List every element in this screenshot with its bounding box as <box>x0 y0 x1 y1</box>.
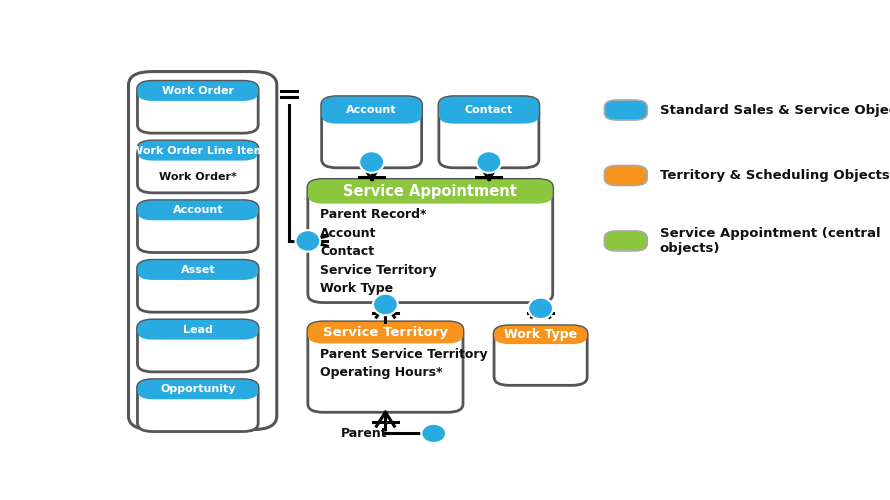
FancyBboxPatch shape <box>137 380 258 432</box>
FancyBboxPatch shape <box>308 180 553 302</box>
FancyBboxPatch shape <box>321 96 422 168</box>
Text: Parent: Parent <box>341 427 387 440</box>
Ellipse shape <box>476 151 501 173</box>
FancyBboxPatch shape <box>137 380 258 400</box>
Text: Parent Service Territory
Operating Hours*: Parent Service Territory Operating Hours… <box>320 348 488 380</box>
Text: Service Appointment: Service Appointment <box>344 184 517 199</box>
FancyBboxPatch shape <box>494 326 587 344</box>
Ellipse shape <box>360 151 384 173</box>
FancyBboxPatch shape <box>137 260 258 312</box>
FancyBboxPatch shape <box>137 320 258 372</box>
FancyBboxPatch shape <box>137 200 258 252</box>
FancyBboxPatch shape <box>308 322 463 412</box>
FancyBboxPatch shape <box>137 141 258 193</box>
Text: Service Appointment (central
objects): Service Appointment (central objects) <box>659 227 880 255</box>
Ellipse shape <box>421 424 446 443</box>
Text: Work Order*: Work Order* <box>159 172 237 181</box>
FancyBboxPatch shape <box>439 96 539 124</box>
FancyBboxPatch shape <box>321 96 422 124</box>
FancyBboxPatch shape <box>137 141 258 161</box>
Text: Account: Account <box>346 105 397 115</box>
Text: Account: Account <box>173 206 223 216</box>
Text: Contact: Contact <box>465 105 513 115</box>
Text: Territory & Scheduling Objects: Territory & Scheduling Objects <box>659 169 889 182</box>
FancyBboxPatch shape <box>604 100 647 120</box>
Text: Opportunity: Opportunity <box>160 384 236 394</box>
FancyBboxPatch shape <box>137 81 258 133</box>
FancyBboxPatch shape <box>128 72 277 430</box>
Text: Standard Sales & Service Objects: Standard Sales & Service Objects <box>659 104 890 117</box>
Text: Work Type: Work Type <box>504 328 578 342</box>
Ellipse shape <box>295 230 320 252</box>
Ellipse shape <box>528 298 553 319</box>
FancyBboxPatch shape <box>439 96 539 168</box>
Text: Work Order: Work Order <box>162 86 234 96</box>
FancyBboxPatch shape <box>494 326 587 386</box>
FancyBboxPatch shape <box>308 322 463 344</box>
FancyBboxPatch shape <box>137 81 258 101</box>
FancyBboxPatch shape <box>604 231 647 251</box>
Text: Asset: Asset <box>181 265 215 275</box>
Ellipse shape <box>373 294 398 316</box>
Text: Lead: Lead <box>182 325 213 335</box>
FancyBboxPatch shape <box>137 260 258 280</box>
FancyBboxPatch shape <box>308 180 553 204</box>
FancyBboxPatch shape <box>137 200 258 220</box>
FancyBboxPatch shape <box>137 320 258 340</box>
Text: Parent Record*
Account
Contact
Service Territory
Work Type: Parent Record* Account Contact Service T… <box>320 208 437 295</box>
FancyBboxPatch shape <box>604 166 647 186</box>
Text: Service Territory: Service Territory <box>323 326 448 339</box>
Text: Work Order Line Item: Work Order Line Item <box>131 146 265 156</box>
